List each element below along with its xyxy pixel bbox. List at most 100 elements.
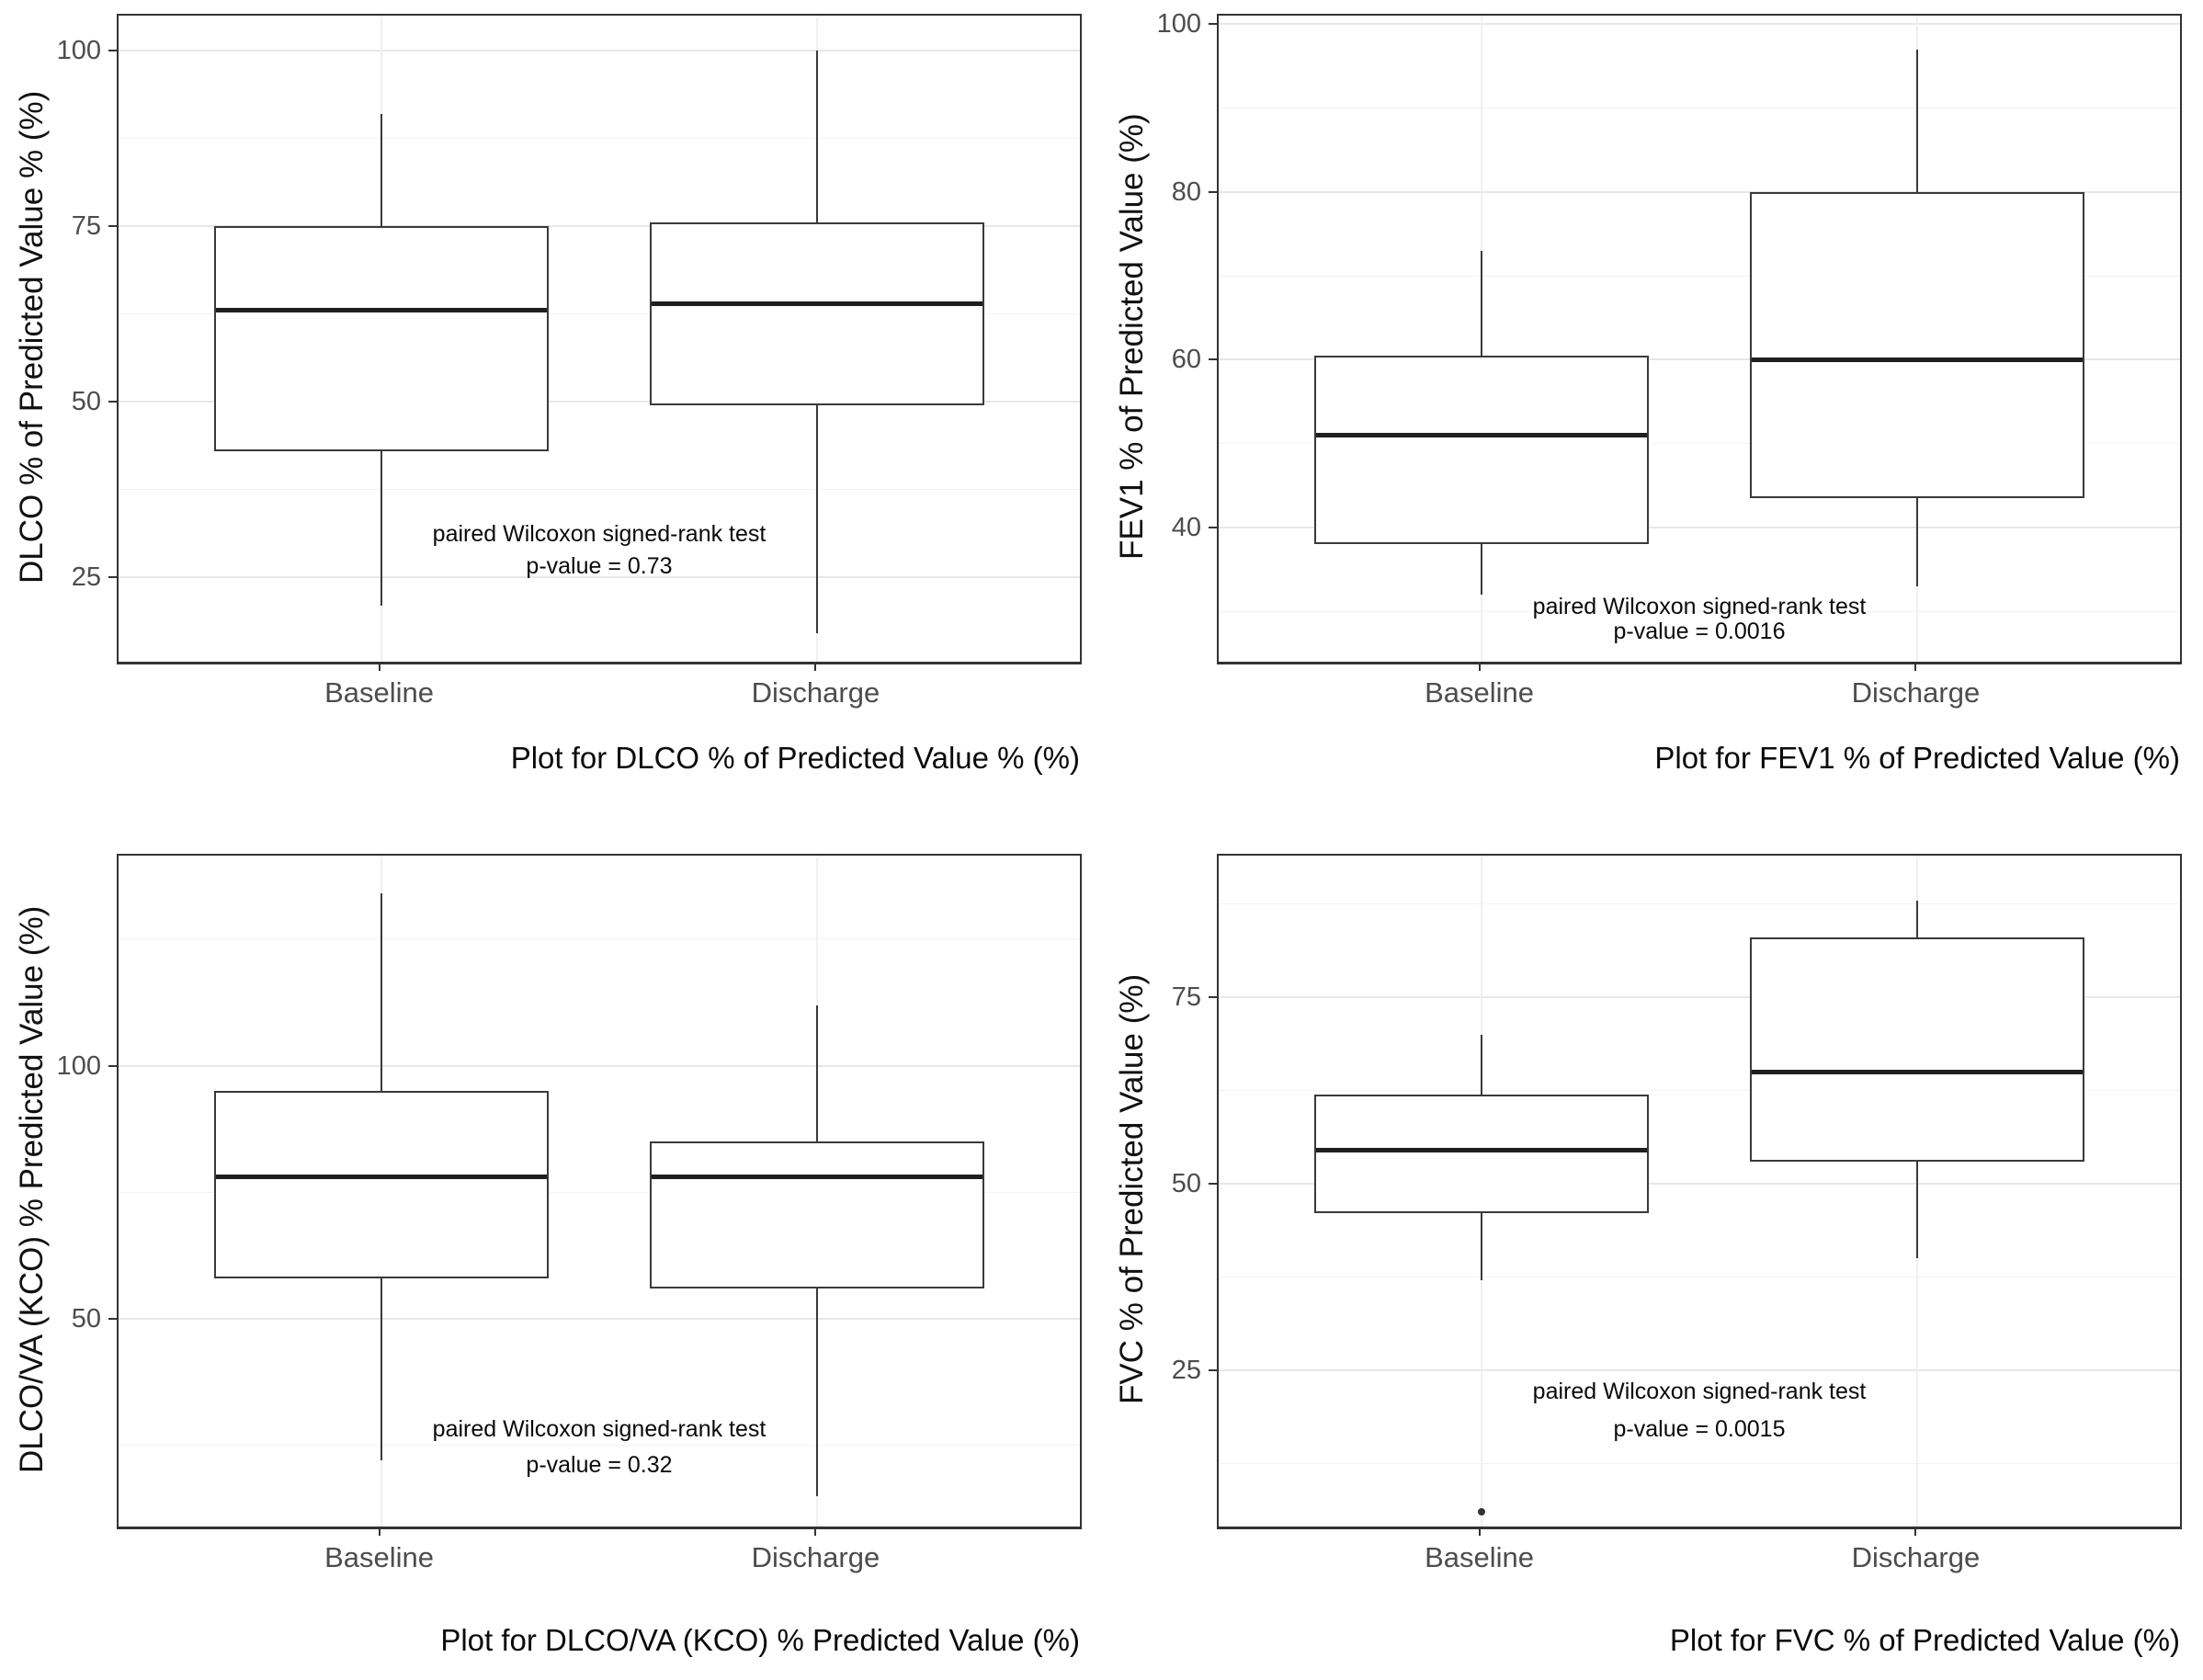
whisker-lower — [380, 450, 382, 606]
whisker-lower — [1480, 544, 1482, 595]
x-tick-label: Baseline — [1425, 676, 1534, 709]
gridline-minor — [119, 938, 1080, 940]
y-axis-title: DLCO/VA (KCO) % Predicted Value (%) — [14, 905, 50, 1473]
y-tick-label: 100 — [1156, 9, 1201, 40]
y-axis-title: FEV1 % of Predicted Value (%) — [1114, 113, 1150, 561]
gridline-major — [119, 576, 1080, 579]
gridline-minor — [119, 138, 1080, 140]
y-tick-label: 100 — [56, 1050, 101, 1081]
whisker-lower — [1480, 1213, 1482, 1281]
whisker-lower — [1916, 1161, 1919, 1258]
y-tick-label: 75 — [71, 211, 101, 242]
box-iqr — [213, 226, 549, 451]
median-line — [1752, 357, 2084, 362]
y-tick-label: 25 — [1171, 1355, 1201, 1385]
gridline-major — [1219, 1182, 2180, 1185]
y-tick-mark — [108, 576, 117, 579]
gridline-major — [119, 1064, 1080, 1067]
gridline-minor — [1219, 275, 2180, 277]
whisker-upper — [380, 893, 382, 1092]
y-tick-mark — [1209, 996, 1217, 999]
y-tick-label: 50 — [71, 1304, 101, 1334]
plot-area: paired Wilcoxon signed-rank test p-value … — [117, 854, 1082, 1529]
y-tick-label: 25 — [71, 562, 101, 593]
y-tick-mark — [1209, 190, 1217, 193]
whisker-upper — [1916, 49, 1919, 192]
median-line — [215, 1175, 547, 1180]
gridline-major — [119, 1318, 1080, 1321]
gridline-minor — [119, 1445, 1080, 1447]
x-tick-label: Discharge — [1851, 1541, 1981, 1573]
whisker-lower — [1916, 497, 1919, 586]
gridline-minor — [119, 489, 1080, 491]
plot-area: paired Wilcoxon signed-rank test p-value … — [1217, 854, 2182, 1529]
gridline-major — [1219, 190, 2180, 193]
annotation-test-name: paired Wilcoxon signed-rank test — [1532, 1379, 1867, 1404]
x-tick-mark — [1478, 1527, 1481, 1536]
y-tick-mark — [1209, 358, 1217, 361]
y-tick-mark — [1209, 23, 1217, 26]
y-tick-mark — [108, 50, 117, 52]
gridline-minor — [1219, 1090, 2180, 1091]
y-tick-mark — [1209, 1368, 1217, 1371]
whisker-upper — [816, 51, 819, 223]
gridline-major — [1219, 23, 2180, 26]
box-iqr — [650, 1141, 985, 1289]
y-tick-label: 50 — [71, 387, 101, 417]
box-iqr — [1313, 355, 1649, 545]
annotation-test-name: paired Wilcoxon signed-rank test — [432, 1416, 767, 1443]
x-tick-mark — [814, 663, 817, 671]
x-tick-label: Baseline — [324, 676, 434, 709]
plot-caption: Plot for DLCO/VA (KCO) % Predicted Value… — [440, 1623, 1080, 1657]
whisker-upper — [1916, 900, 1919, 938]
median-line — [215, 308, 547, 313]
y-tick-mark — [108, 401, 117, 403]
plot-caption: Plot for FVC % of Predicted Value (%) — [1669, 1623, 2180, 1657]
x-tick-mark — [378, 1527, 380, 1536]
median-line — [1752, 1069, 2084, 1074]
gridline-minor — [1219, 610, 2180, 612]
annotation-p-value: p-value = 0.0016 — [1613, 619, 1786, 645]
x-tick-mark — [1914, 663, 1917, 671]
whisker-upper — [1480, 250, 1482, 356]
gridline-major — [119, 225, 1080, 228]
x-tick-mark — [378, 663, 380, 671]
x-tick-mark — [814, 1527, 817, 1536]
gridline-major — [119, 50, 1080, 52]
gridline-minor — [119, 1191, 1080, 1193]
plot-caption: Plot for DLCO % of Predicted Value % (%) — [510, 741, 1080, 775]
gridline-major — [119, 401, 1080, 403]
whisker-upper — [816, 1005, 819, 1142]
plot-caption: Plot for FEV1 % of Predicted Value (%) — [1654, 741, 2180, 775]
x-tick-mark — [1478, 663, 1481, 671]
annotation-p-value: p-value = 0.0015 — [1613, 1415, 1786, 1442]
annotation-p-value: p-value = 0.32 — [526, 1451, 673, 1478]
whisker-upper — [380, 113, 382, 227]
annotation-test-name: paired Wilcoxon signed-rank test — [432, 521, 767, 548]
y-tick-mark — [108, 225, 117, 228]
gridline-major — [1219, 358, 2180, 361]
panel-dlco: DLCO % of Predicted Value % (%) paired W… — [0, 0, 1100, 840]
whisker-lower — [816, 1288, 819, 1496]
plot-area: paired Wilcoxon signed-rank test p-value … — [117, 14, 1082, 664]
gridline-major — [1219, 1368, 2180, 1371]
annotation-test-name: paired Wilcoxon signed-rank test — [1532, 593, 1867, 619]
y-tick-label: 100 — [56, 36, 101, 66]
gridline-minor — [1219, 443, 2180, 445]
y-tick-label: 50 — [1171, 1168, 1201, 1198]
box-iqr — [650, 222, 985, 406]
x-tick-label: Baseline — [324, 1541, 434, 1573]
y-tick-mark — [108, 1318, 117, 1321]
gridline-minor — [119, 313, 1080, 315]
median-line — [652, 1175, 983, 1180]
gridline-minor — [1219, 903, 2180, 905]
y-tick-label: 80 — [1171, 176, 1201, 207]
box-iqr — [1750, 191, 2085, 498]
y-tick-mark — [108, 1064, 117, 1067]
y-tick-mark — [1209, 1182, 1217, 1185]
plot-area: paired Wilcoxon signed-rank test p-value … — [1217, 14, 2182, 664]
x-tick-label: Discharge — [751, 1541, 880, 1573]
y-tick-mark — [1209, 526, 1217, 528]
panel-kco: DLCO/VA (KCO) % Predicted Value (%) pair… — [0, 840, 1100, 1680]
